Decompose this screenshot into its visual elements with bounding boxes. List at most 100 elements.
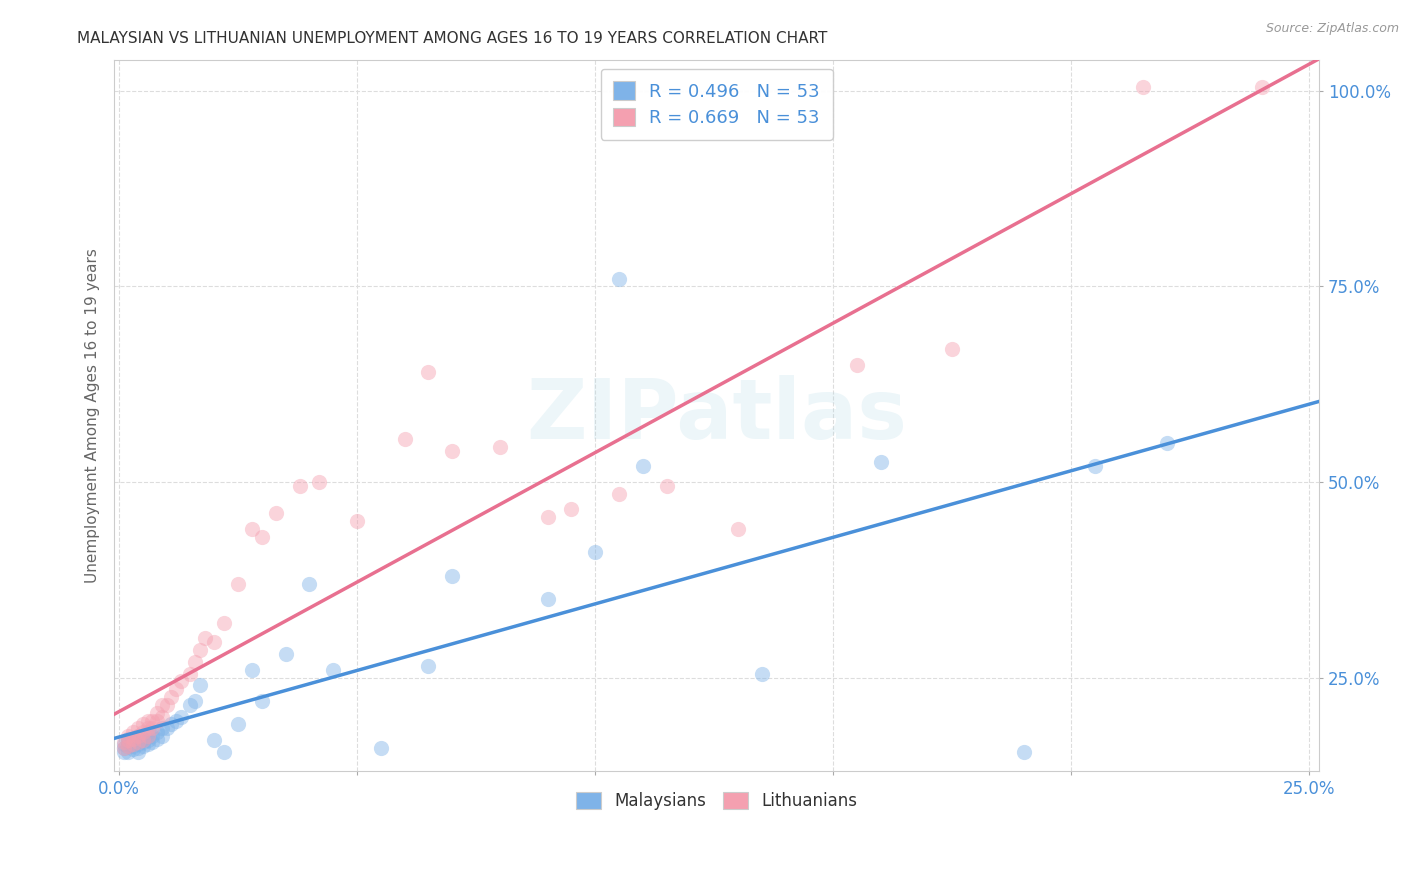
Point — [212, 615, 235, 630]
Point — [441, 569, 464, 583]
Point — [288, 479, 311, 493]
Point — [141, 714, 163, 728]
Point — [132, 731, 155, 746]
Point — [112, 737, 135, 751]
Point — [165, 714, 187, 728]
Point — [322, 663, 344, 677]
Point — [127, 737, 149, 751]
Point — [441, 443, 464, 458]
Point — [179, 698, 201, 712]
Point — [150, 709, 173, 723]
Point — [117, 745, 139, 759]
Point — [264, 506, 287, 520]
Point — [127, 734, 149, 748]
Point — [136, 722, 159, 736]
Point — [184, 655, 207, 669]
Point — [136, 737, 159, 751]
Point — [132, 739, 155, 754]
Point — [132, 733, 155, 747]
Point — [560, 502, 582, 516]
Point — [1132, 80, 1154, 95]
Point — [170, 709, 193, 723]
Point — [146, 714, 169, 728]
Point — [117, 739, 139, 754]
Point — [117, 739, 139, 754]
Point — [127, 745, 149, 759]
Point — [141, 729, 163, 743]
Point — [298, 576, 321, 591]
Point — [117, 729, 139, 743]
Point — [117, 731, 139, 746]
Point — [418, 658, 440, 673]
Point — [122, 739, 145, 753]
Point — [870, 455, 893, 469]
Point — [136, 733, 159, 747]
Legend: Malaysians, Lithuanians: Malaysians, Lithuanians — [569, 785, 863, 816]
Point — [117, 734, 139, 748]
Point — [141, 722, 163, 736]
Point — [136, 725, 159, 739]
Point — [489, 440, 512, 454]
Point — [127, 740, 149, 755]
Point — [1156, 435, 1178, 450]
Point — [184, 694, 207, 708]
Point — [155, 722, 177, 736]
Point — [141, 734, 163, 748]
Point — [122, 733, 145, 747]
Point — [179, 666, 201, 681]
Point — [1012, 745, 1035, 759]
Point — [146, 731, 169, 746]
Point — [212, 745, 235, 759]
Point — [122, 725, 145, 739]
Point — [165, 682, 187, 697]
Point — [308, 475, 330, 489]
Point — [112, 740, 135, 755]
Point — [607, 271, 630, 285]
Point — [127, 729, 149, 743]
Y-axis label: Unemployment Among Ages 16 to 19 years: Unemployment Among Ages 16 to 19 years — [86, 248, 100, 583]
Point — [536, 592, 558, 607]
Point — [188, 678, 211, 692]
Point — [117, 733, 139, 747]
Point — [240, 522, 263, 536]
Point — [127, 722, 149, 736]
Point — [346, 514, 368, 528]
Point — [655, 479, 678, 493]
Point — [1250, 80, 1272, 95]
Point — [250, 694, 273, 708]
Point — [155, 698, 177, 712]
Point — [941, 342, 963, 356]
Point — [202, 635, 225, 649]
Point — [160, 690, 183, 704]
Point — [250, 530, 273, 544]
Point — [226, 576, 249, 591]
Point — [146, 725, 169, 739]
Point — [727, 522, 749, 536]
Point — [150, 698, 173, 712]
Point — [150, 722, 173, 736]
Point — [583, 545, 606, 559]
Point — [136, 729, 159, 743]
Point — [122, 731, 145, 746]
Point — [112, 740, 135, 755]
Point — [194, 632, 217, 646]
Point — [188, 643, 211, 657]
Point — [112, 734, 135, 748]
Text: ZIPatlas: ZIPatlas — [526, 375, 907, 456]
Point — [127, 729, 149, 743]
Point — [370, 740, 392, 755]
Point — [751, 666, 773, 681]
Point — [607, 486, 630, 500]
Point — [122, 742, 145, 756]
Point — [418, 366, 440, 380]
Point — [274, 647, 297, 661]
Point — [136, 714, 159, 728]
Point — [846, 358, 869, 372]
Point — [631, 459, 654, 474]
Text: MALAYSIAN VS LITHUANIAN UNEMPLOYMENT AMONG AGES 16 TO 19 YEARS CORRELATION CHART: MALAYSIAN VS LITHUANIAN UNEMPLOYMENT AMO… — [77, 31, 828, 46]
Point — [202, 733, 225, 747]
Point — [132, 734, 155, 748]
Text: Source: ZipAtlas.com: Source: ZipAtlas.com — [1265, 22, 1399, 36]
Point — [1084, 459, 1107, 474]
Point — [160, 717, 183, 731]
